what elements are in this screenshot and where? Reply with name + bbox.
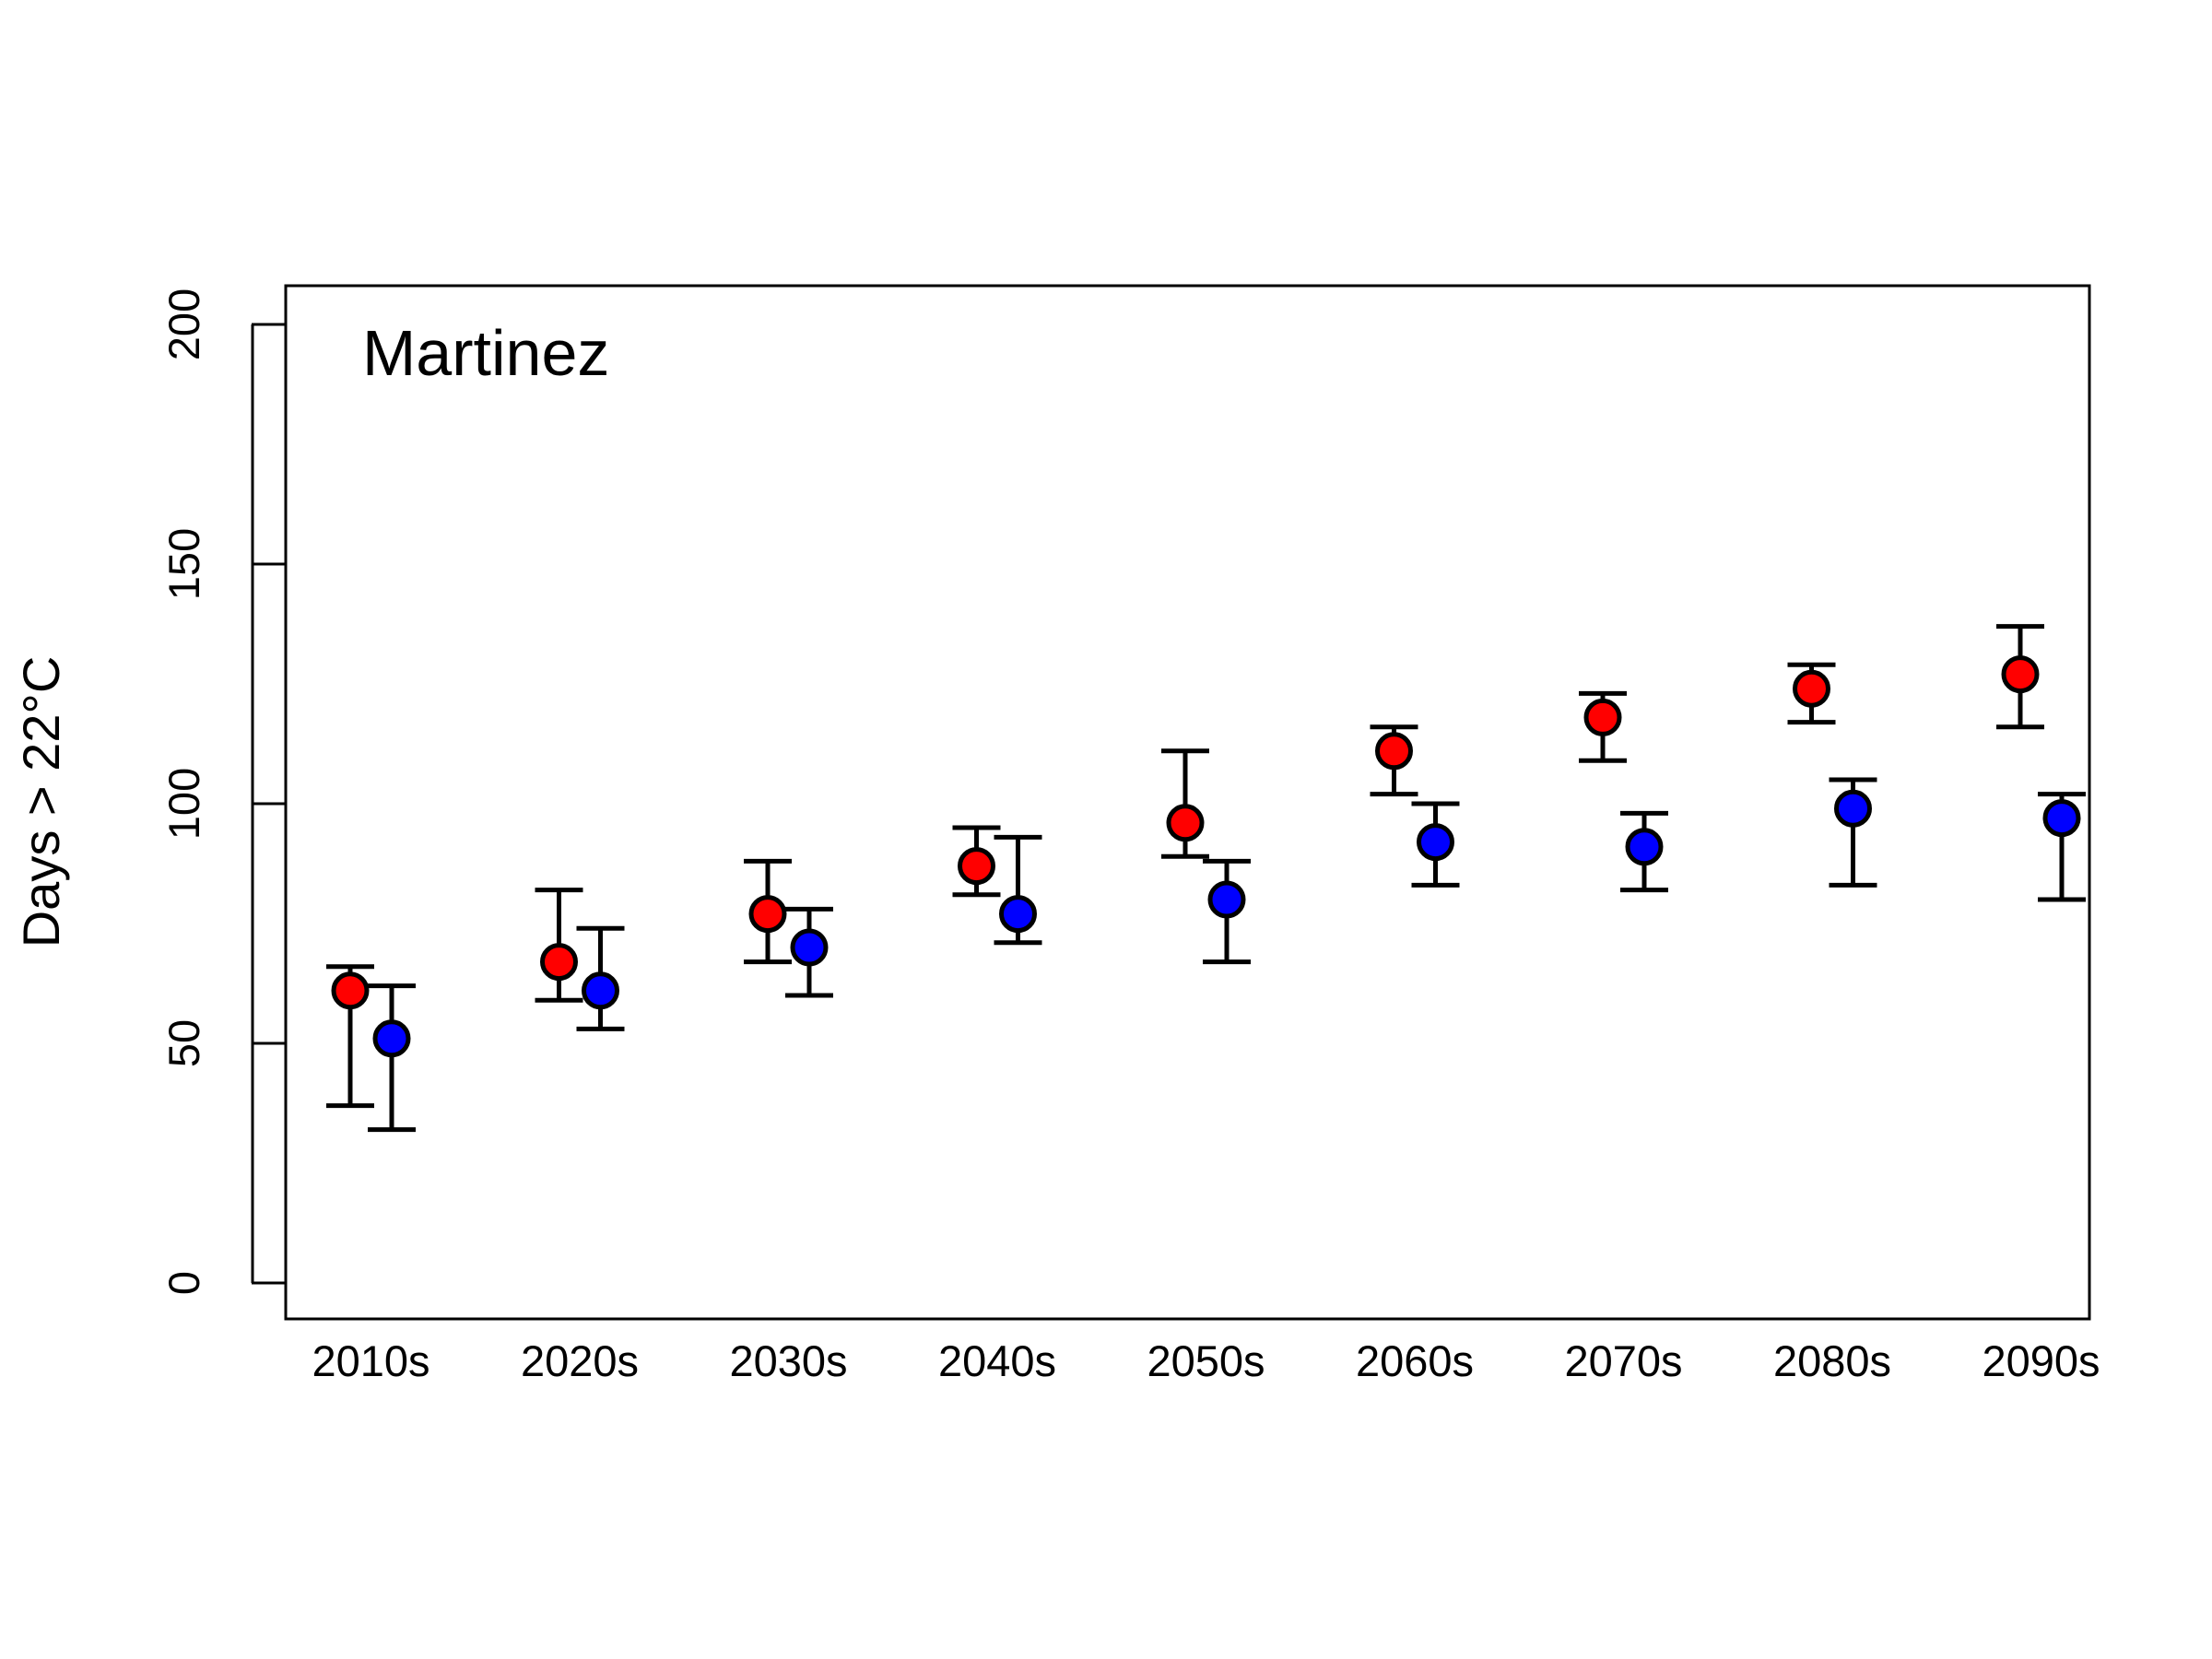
data-point bbox=[1417, 823, 1454, 862]
x-tick-label: 2050s bbox=[1147, 1336, 1265, 1385]
x-axis: 2010s 2020s 2030s 2040s 2050s 2060s 2070s 2080s… bbox=[312, 1336, 2100, 1385]
y-tick-label: 200 bbox=[159, 288, 208, 360]
data-point bbox=[958, 847, 995, 886]
data-point bbox=[1834, 789, 1872, 828]
x-tick-label: 2080s bbox=[1773, 1336, 1891, 1385]
data-point bbox=[790, 928, 829, 967]
x-tick-label: 2030s bbox=[729, 1336, 847, 1385]
y-tick-label: 0 bbox=[159, 1271, 208, 1295]
y-axis: 0 50 100 150 200 bbox=[159, 288, 286, 1295]
y-tick-label: 50 bbox=[159, 1019, 208, 1067]
data-point bbox=[582, 971, 619, 1010]
y-tick-label: 150 bbox=[159, 528, 208, 600]
y-axis-label: Days > 22°C bbox=[12, 656, 70, 948]
x-tick-label: 2090s bbox=[1982, 1336, 2100, 1385]
series-2 bbox=[368, 777, 2086, 1133]
chart-title: Martinez bbox=[362, 317, 609, 389]
x-tick-label: 2060s bbox=[1356, 1336, 1474, 1385]
data-point bbox=[372, 1019, 411, 1058]
data-point bbox=[748, 895, 787, 934]
data-point bbox=[1583, 698, 1622, 736]
x-tick-label: 2010s bbox=[312, 1336, 429, 1385]
data-point bbox=[2001, 655, 2040, 694]
x-tick-label: 2070s bbox=[1564, 1336, 1682, 1385]
x-tick-label: 2020s bbox=[521, 1336, 639, 1385]
x-tick-label: 2040s bbox=[938, 1336, 1056, 1385]
data-point bbox=[999, 895, 1037, 934]
series-1 bbox=[326, 624, 2044, 1109]
data-point bbox=[1793, 669, 1830, 708]
series-layer bbox=[326, 624, 2086, 1133]
data-point bbox=[540, 943, 578, 982]
data-point bbox=[1166, 804, 1205, 842]
data-point bbox=[1625, 828, 1664, 866]
y-tick-label: 100 bbox=[159, 768, 208, 840]
data-point bbox=[1207, 880, 1246, 919]
data-point bbox=[1375, 732, 1413, 771]
data-point bbox=[331, 971, 370, 1010]
data-point bbox=[2042, 799, 2081, 838]
